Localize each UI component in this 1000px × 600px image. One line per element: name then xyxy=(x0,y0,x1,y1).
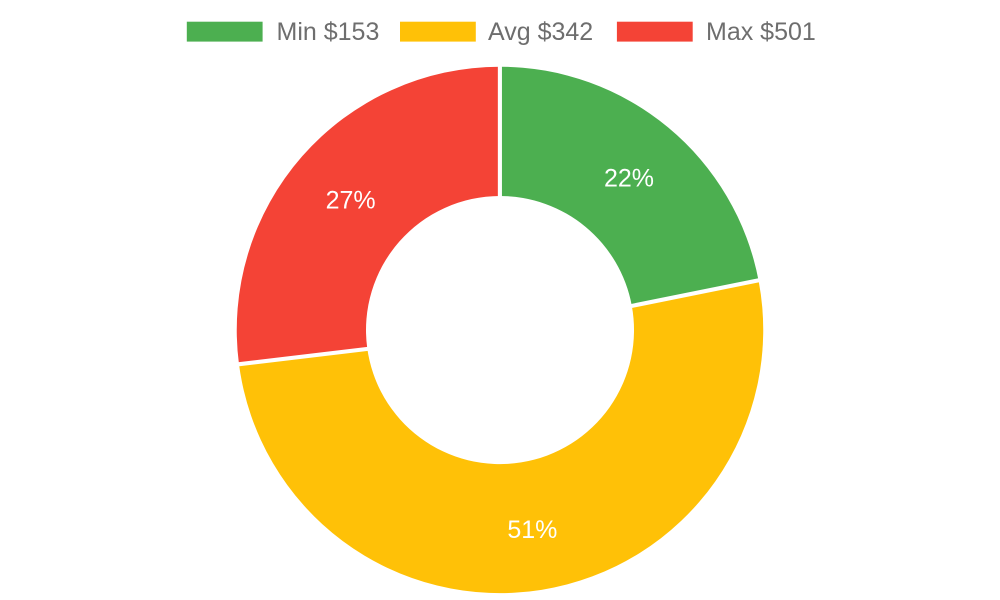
svg-text:Avg $342: Avg $342 xyxy=(488,18,593,46)
svg-text:Min $153: Min $153 xyxy=(277,18,380,46)
svg-text:27%: 27% xyxy=(326,186,376,214)
svg-text:Max $501: Max $501 xyxy=(706,18,816,46)
svg-text:22%: 22% xyxy=(604,165,654,193)
svg-text:51%: 51% xyxy=(507,516,557,544)
